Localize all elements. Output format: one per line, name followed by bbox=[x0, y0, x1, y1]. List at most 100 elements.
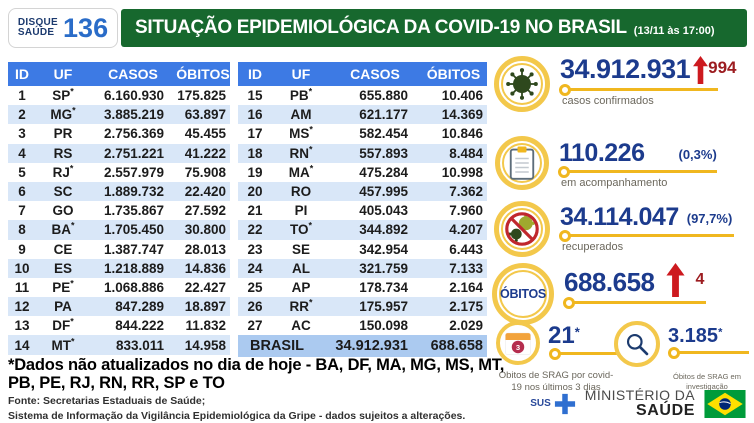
footnote-not-updated: *Dados não atualizados no dia de hoje - … bbox=[8, 356, 505, 393]
calendar-icon: 3 bbox=[496, 321, 540, 365]
cell-casos: 344.892 bbox=[359, 222, 408, 238]
cell-obitos: 63.897 bbox=[184, 107, 226, 123]
table-row: 1 SP* 6.160.930 175.825 bbox=[8, 86, 230, 105]
source-line-1: Fonte: Secretarias Estaduais de Saúde; bbox=[8, 395, 206, 407]
srag-recent-asterisk: * bbox=[574, 324, 580, 340]
cell-id: 14 bbox=[14, 337, 30, 353]
col-obitos: ÓBITOS bbox=[426, 66, 481, 82]
cell-uf: RJ* bbox=[52, 163, 74, 180]
table-row: 27 AC 150.098 2.029 bbox=[238, 316, 487, 335]
gold-divider bbox=[559, 230, 734, 242]
cell-uf: PI bbox=[294, 203, 308, 219]
stat-recovered: 34.114.047 (97,7%) recuperados bbox=[494, 201, 734, 257]
cell-id: 9 bbox=[18, 241, 26, 257]
srag-investigation-asterisk: * bbox=[718, 326, 723, 339]
table-row: 3 PR 2.756.369 45.455 bbox=[8, 124, 230, 143]
cell-id: 23 bbox=[247, 241, 263, 257]
cell-id: 6 bbox=[18, 184, 26, 200]
cell-casos: 847.289 bbox=[115, 299, 164, 315]
gold-divider bbox=[563, 297, 706, 309]
cell-casos: 1.218.889 bbox=[103, 260, 164, 276]
cell-uf: CE bbox=[53, 241, 73, 257]
table-row: 13 DF* 844.222 11.832 bbox=[8, 316, 230, 335]
logo-line2: SAÚDE bbox=[17, 27, 55, 38]
cell-uf: RO bbox=[290, 184, 312, 200]
brazil-flag-icon bbox=[704, 389, 746, 418]
ministry-line1: MINISTÉRIO DA bbox=[584, 387, 695, 403]
cell-obitos: 41.222 bbox=[184, 145, 226, 161]
cell-obitos: 10.998 bbox=[441, 164, 483, 180]
deaths-value: 688.658 bbox=[564, 267, 655, 297]
cell-obitos: 45.455 bbox=[184, 126, 226, 142]
total-casos: 34.912.931 bbox=[335, 338, 408, 355]
cell-casos: 1.387.747 bbox=[103, 241, 164, 257]
table-row: 23 SE 342.954 6.443 bbox=[238, 240, 487, 259]
cell-obitos: 22.420 bbox=[184, 184, 226, 200]
cell-id: 17 bbox=[247, 126, 263, 142]
table-row: 18 RN* 557.893 8.484 bbox=[238, 143, 487, 163]
cell-casos: 1.068.886 bbox=[103, 279, 164, 295]
cell-uf: MG* bbox=[50, 105, 76, 123]
table-body-left: 1 SP* 6.160.930 175.825 2 MG* 3.885.219 63.897 3… bbox=[8, 86, 230, 355]
cell-uf: ES bbox=[53, 260, 72, 276]
cell-uf: AC bbox=[291, 318, 311, 334]
table-row: 12 PA 847.289 18.897 bbox=[8, 297, 230, 317]
table-row: 6 SC 1.889.732 22.420 bbox=[8, 181, 230, 202]
cell-obitos: 2.175 bbox=[449, 299, 483, 315]
ministry-logo-block: SUS MINISTÉRIO DA SAÚDE bbox=[530, 388, 746, 419]
cell-id: 10 bbox=[14, 260, 30, 276]
table-row: 4 RS 2.751.221 41.222 bbox=[8, 143, 230, 163]
source-line-2: Sistema de Informação da Vigilância Epid… bbox=[8, 409, 466, 422]
cell-uf: MT* bbox=[51, 336, 75, 353]
cell-id: 20 bbox=[247, 184, 263, 200]
cell-obitos: 22.427 bbox=[184, 279, 226, 295]
cell-casos: 2.751.221 bbox=[103, 145, 164, 161]
cell-casos: 582.454 bbox=[359, 126, 408, 142]
cell-uf: PA bbox=[54, 299, 72, 315]
recovered-value: 34.114.047 bbox=[560, 203, 679, 231]
cell-id: 18 bbox=[247, 145, 263, 161]
monitoring-value: 110.226 bbox=[559, 139, 645, 167]
table-body-right: 15 PB* 655.880 10.406 16 AM 621.177 14.369 17 MS*… bbox=[238, 86, 487, 335]
title-timestamp: (13/11 às 17:00) bbox=[633, 25, 715, 37]
obitos-badge: ÓBITOS bbox=[492, 263, 554, 325]
table-row: 26 RR* 175.957 2.175 bbox=[238, 297, 487, 317]
cell-id: 8 bbox=[18, 222, 26, 238]
monitoring-percent: (0,3%) bbox=[678, 147, 717, 162]
cell-uf: SC bbox=[53, 184, 73, 200]
ministry-name: MINISTÉRIO DA SAÚDE bbox=[585, 388, 695, 419]
virus-icon bbox=[494, 56, 550, 112]
title-bar: SITUAÇÃO EPIDEMIOLÓGICA DA COVID-19 NO B… bbox=[121, 9, 747, 47]
monitoring-caption: em acompanhamento bbox=[561, 177, 668, 189]
cell-id: 24 bbox=[247, 260, 263, 276]
cell-obitos: 7.362 bbox=[449, 184, 483, 200]
brasil-total-row: BRASIL 34.912.931 688.658 bbox=[238, 335, 487, 358]
confirmed-delta: 994 bbox=[708, 58, 737, 77]
cell-obitos: 4.207 bbox=[449, 222, 483, 238]
table-row: 15 PB* 655.880 10.406 bbox=[238, 86, 487, 105]
clipboard-icon bbox=[495, 136, 549, 190]
cell-id: 13 bbox=[14, 318, 30, 334]
cell-obitos: 14.836 bbox=[184, 260, 226, 276]
cell-obitos: 10.406 bbox=[441, 88, 483, 104]
cell-id: 22 bbox=[247, 222, 263, 238]
cell-id: 25 bbox=[247, 279, 263, 295]
col-id: ID bbox=[248, 66, 262, 82]
table-header: ID UF CASOS ÓBITOS bbox=[8, 62, 230, 86]
cell-casos: 1.889.732 bbox=[103, 184, 164, 200]
cell-id: 15 bbox=[247, 88, 263, 104]
cell-id: 7 bbox=[18, 203, 26, 219]
cell-casos: 1.735.867 bbox=[103, 203, 164, 219]
cell-id: 26 bbox=[247, 299, 263, 315]
table-row: 8 BA* 1.705.450 30.800 bbox=[8, 220, 230, 240]
srag-investigation-value: 3.185 bbox=[668, 325, 719, 347]
cell-casos: 6.160.930 bbox=[103, 88, 164, 104]
col-casos: CASOS bbox=[108, 66, 158, 82]
col-uf: UF bbox=[53, 66, 73, 82]
table-row: 5 RJ* 2.557.979 75.908 bbox=[8, 163, 230, 182]
col-id: ID bbox=[15, 66, 29, 82]
cell-uf: TO* bbox=[289, 220, 313, 238]
ministry-line2: SAÚDE bbox=[635, 401, 695, 419]
cell-casos: 457.995 bbox=[359, 184, 408, 200]
cell-id: 16 bbox=[247, 107, 263, 123]
